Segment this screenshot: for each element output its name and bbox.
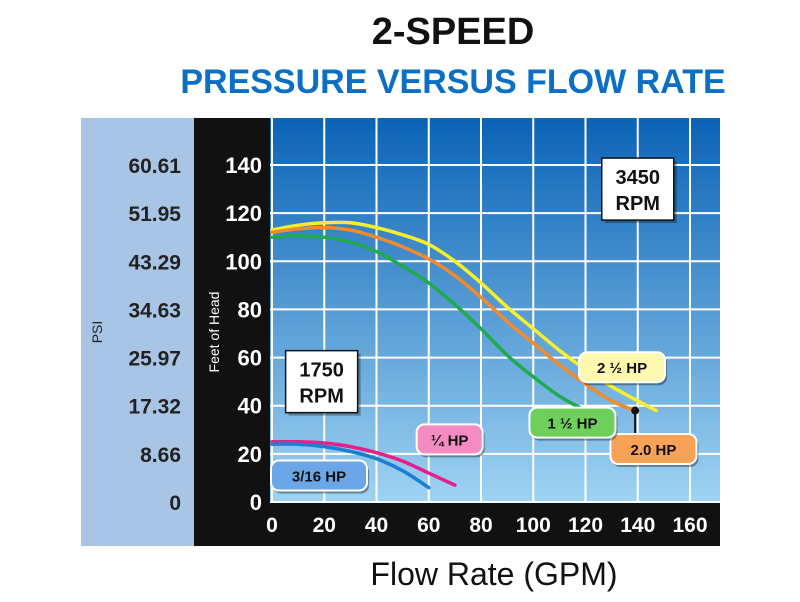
psi-tick-label: 17.32	[128, 396, 181, 419]
x-tick-label: 0	[266, 514, 278, 537]
label-pill	[578, 351, 667, 384]
psi-tick-label: 51.95	[128, 203, 181, 226]
psi-axis-band	[81, 118, 194, 546]
label-text: ¼ HP	[431, 432, 469, 449]
label-text: 2.0 HP	[630, 442, 676, 459]
rpm-value: 3450	[616, 167, 661, 189]
rpm-labels: 3450 RPM 1750 RPM	[284, 157, 677, 416]
x-axis-band	[270, 502, 720, 546]
x-tick-label: 160	[672, 514, 707, 537]
series-label: 2 ½ HP	[578, 351, 668, 386]
series-line	[270, 439, 457, 487]
rpm-box: 1750 RPM	[284, 349, 361, 416]
psi-tick-label: 43.29	[128, 251, 181, 274]
y-tick-label: 20	[238, 442, 262, 467]
series-line	[270, 234, 609, 422]
series-label: ¼ HP	[415, 423, 485, 458]
marker-dot	[631, 406, 640, 415]
chart-title: 2-SPEED	[372, 11, 535, 53]
series-line	[270, 442, 431, 490]
series-label: 1 ½ HP	[528, 406, 618, 441]
psi-tick-labels: 0 8.66 17.32 25.97 34.63 43.29 51.95 60.61	[128, 155, 181, 515]
label-pill	[415, 423, 484, 456]
psi-tick-label: 0	[169, 492, 181, 515]
series-label: 3/16 HP	[270, 459, 370, 494]
label-pill	[528, 406, 617, 439]
x-tick-label: 40	[365, 514, 388, 537]
y-tick-label: 100	[225, 249, 262, 274]
head-axis-band	[194, 118, 270, 546]
x-tick-label: 140	[620, 514, 655, 537]
label-pill	[609, 433, 698, 466]
label-text: 3/16 HP	[292, 469, 346, 486]
rpm-box-frame	[284, 349, 359, 414]
x-tick-label: 100	[516, 514, 551, 537]
x-tick-labels: 0 20 40 60 80 100 120 140 160	[266, 514, 707, 537]
psi-tick-label: 60.61	[128, 155, 181, 178]
psi-tick-label: 34.63	[128, 299, 181, 322]
y-axis-label: Feet of Head	[206, 292, 222, 373]
label-text: 2 ½ HP	[597, 360, 647, 377]
y-tick-label: 120	[225, 201, 262, 226]
x-tick-label: 80	[469, 514, 492, 537]
rpm-box: 3450 RPM	[601, 157, 677, 224]
psi-tick-label: 8.66	[140, 444, 181, 467]
rpm-value: 1750	[299, 360, 344, 382]
x-tick-label: 120	[568, 514, 603, 537]
y-tick-label: 80	[238, 297, 262, 322]
series-labels: 2 ½ HP 2.0 HP 1 ½ HP ¼ HP 3/16 HP	[270, 351, 699, 494]
psi-axis-label: PSI	[89, 321, 105, 344]
y-tick-labels: 0 20 40 60 80 100 120 140	[225, 153, 262, 515]
label-text: 1 ½ HP	[547, 416, 597, 433]
y-tick-label: 0	[250, 490, 262, 515]
series-label: 2.0 HP	[609, 433, 699, 468]
x-axis-label: Flow Rate (GPM)	[370, 556, 617, 592]
series-line	[270, 225, 637, 413]
chart-subtitle: PRESSURE VERSUS FLOW RATE	[180, 63, 725, 101]
rpm-box-frame	[601, 157, 675, 221]
x-tick-label: 20	[313, 514, 336, 537]
y-tick-label: 60	[238, 346, 262, 371]
y-tick-label: 140	[225, 153, 262, 178]
x-tick-label: 60	[417, 514, 440, 537]
label-pill	[270, 459, 369, 492]
psi-tick-label: 25.97	[128, 348, 181, 371]
y-tick-label: 40	[238, 394, 262, 419]
rpm-unit: RPM	[299, 386, 343, 408]
rpm-unit: RPM	[616, 193, 660, 215]
